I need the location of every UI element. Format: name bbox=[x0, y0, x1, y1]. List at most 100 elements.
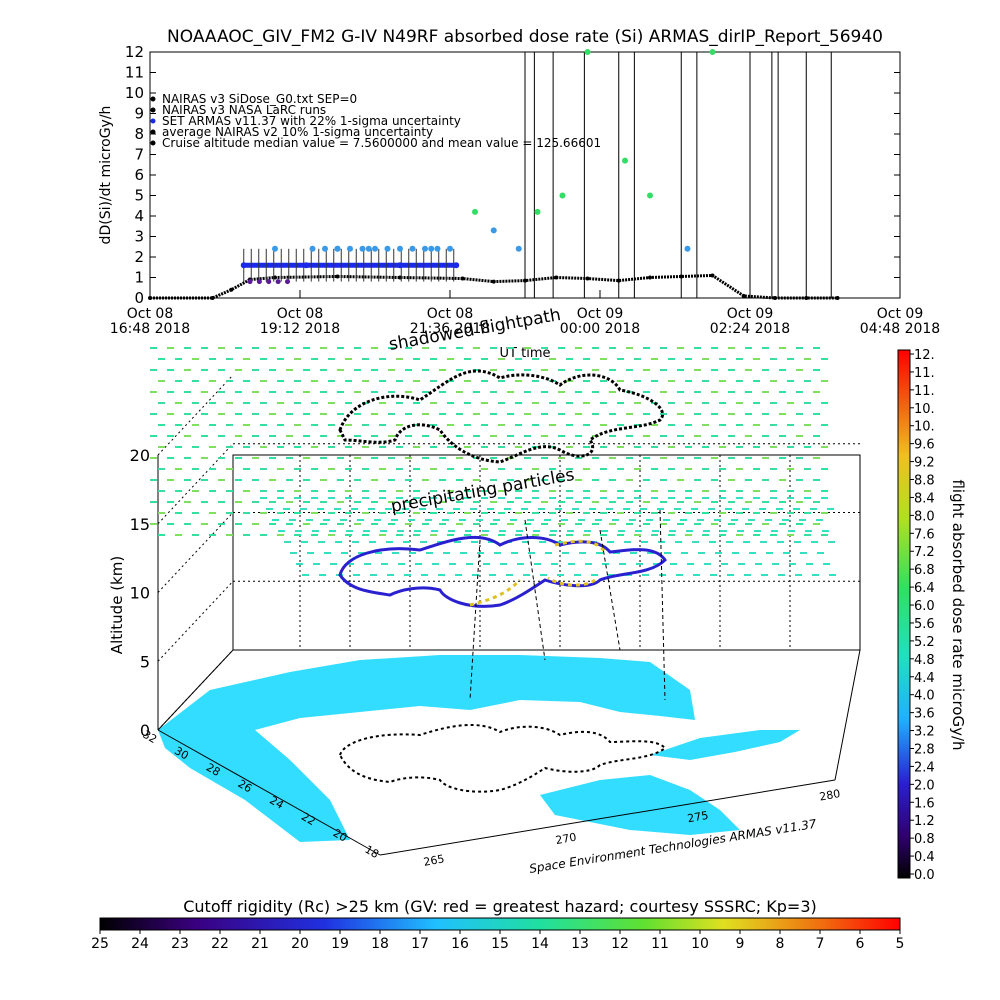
right-colorbar-tick-label: 9.6 bbox=[914, 438, 935, 453]
armas-upper-point bbox=[359, 245, 366, 252]
chart-title: NOAAAOC_GIV_FM2 G-IV N49RF absorbed dose… bbox=[167, 27, 883, 47]
right-colorbar-tick-label: 2.4 bbox=[914, 760, 935, 775]
top-x-tick-time: 19:12 2018 bbox=[260, 321, 340, 337]
floor-front-edge-right bbox=[379, 779, 836, 856]
armas-point bbox=[559, 192, 566, 199]
right-colorbar-gradient bbox=[897, 349, 911, 879]
flightpath-ground-track bbox=[338, 723, 667, 793]
nairas-point bbox=[460, 276, 465, 281]
armas-low-point bbox=[285, 279, 290, 285]
bottom-colorbar-label: Cutoff rigidity (Rc) >25 km (GV: red = g… bbox=[183, 897, 817, 916]
nairas-point bbox=[710, 273, 715, 278]
right-colorbar-tick-label: 4.8 bbox=[914, 653, 935, 668]
right-colorbar-tick-label: 12. bbox=[914, 348, 935, 363]
z-tick-label: 5 bbox=[140, 652, 150, 671]
right-colorbar-tick-label: 1.6 bbox=[914, 796, 935, 811]
lat-tick-label: 24 bbox=[267, 794, 286, 812]
top-y-tick-label: 12 bbox=[125, 43, 144, 61]
right-colorbar-tick-label: 0.0 bbox=[914, 868, 935, 883]
nairas-point bbox=[523, 278, 527, 283]
bottom-colorbar-tick-label: 18 bbox=[371, 936, 389, 952]
nairas-point bbox=[335, 274, 340, 279]
top-y-tick-label: 5 bbox=[134, 187, 144, 205]
z-tick-label: 20 bbox=[130, 446, 150, 465]
right-colorbar-tick-label: 0.8 bbox=[914, 832, 935, 847]
right-colorbar-tick-label: 2.0 bbox=[914, 778, 935, 793]
vertical-drop-lines bbox=[469, 509, 666, 701]
right-colorbar-tick-label: 4.0 bbox=[914, 689, 935, 704]
armas-point bbox=[709, 49, 716, 55]
right-colorbar-tick-label: 6.8 bbox=[914, 563, 935, 578]
nairas-point bbox=[491, 279, 496, 284]
z-axis-ticks: 0 5 10 15 20 bbox=[130, 374, 234, 740]
bottom-colorbar-tick-label: 19 bbox=[331, 936, 349, 952]
nairas-point bbox=[585, 276, 590, 281]
armas-series bbox=[240, 49, 716, 285]
right-colorbar: 12. 11. 11. 10. 10. 9.6 9.2 8.8 8.4 8.0 7.6 7.2 6.8 6… bbox=[897, 348, 967, 883]
bottom-colorbar-tick-label: 20 bbox=[291, 936, 309, 952]
legend-marker bbox=[150, 96, 156, 102]
top-y-tick-label: 3 bbox=[134, 228, 144, 246]
legend-marker bbox=[150, 107, 156, 113]
right-colorbar-tick-label: 9.2 bbox=[914, 456, 935, 471]
flightpath-altitude-hot-segment bbox=[469, 539, 607, 607]
floor-front-edge-left bbox=[157, 729, 381, 856]
nairas-point bbox=[804, 296, 809, 300]
armas-point bbox=[397, 262, 403, 269]
armas-point bbox=[240, 262, 247, 269]
right-colorbar-tick-label: 5.6 bbox=[914, 617, 935, 632]
z-grid-diagonal bbox=[157, 580, 234, 662]
top-x-tick-time: 21:36 2018 bbox=[410, 321, 490, 337]
right-colorbar-tick-label: 3.6 bbox=[914, 707, 935, 722]
top-x-tick-date: Oct 08 bbox=[277, 306, 323, 322]
top-x-tick-time: 04:48 2018 bbox=[860, 321, 940, 337]
z-axis-label: Altitude (km) bbox=[108, 556, 126, 654]
top-x-tick-date: Oct 09 bbox=[727, 306, 773, 322]
top-y-tick-label: 6 bbox=[134, 166, 144, 184]
nairas-point bbox=[148, 296, 152, 300]
armas-upper-point bbox=[347, 245, 353, 252]
floor-edge bbox=[157, 649, 861, 781]
z-grid-diagonal bbox=[157, 374, 234, 456]
armas-point bbox=[303, 262, 310, 269]
armas-point bbox=[428, 245, 435, 252]
nairas-point bbox=[741, 293, 746, 298]
top-y-tick-label: 2 bbox=[134, 248, 144, 266]
event-vertical-lines bbox=[524, 52, 832, 298]
bottom-colorbar-tick-label: 17 bbox=[411, 936, 429, 952]
land-north bbox=[158, 655, 695, 842]
land-cuba bbox=[650, 730, 800, 760]
bottom-colorbar-tick-label: 23 bbox=[171, 936, 189, 952]
top-x-axis-label: UT time bbox=[500, 346, 551, 361]
legend-marker bbox=[150, 129, 156, 135]
z-grid-diagonal bbox=[157, 512, 234, 593]
right-colorbar-tick-label: 11. bbox=[914, 384, 935, 399]
bottom-colorbar-tick-label: 15 bbox=[491, 936, 509, 952]
lat-tick-label: 30 bbox=[172, 744, 191, 762]
legend-marker bbox=[150, 118, 156, 124]
right-colorbar-tick-label: 8.0 bbox=[914, 509, 935, 524]
z-tick-label: 0 bbox=[140, 721, 150, 740]
nairas-series bbox=[148, 273, 840, 300]
right-colorbar-tick-label: 1.2 bbox=[914, 814, 935, 829]
lon-tick-label: 275 bbox=[686, 809, 709, 825]
bottom-colorbar-tick-label: 8 bbox=[776, 936, 785, 952]
bottom-colorbar-tick-label: 14 bbox=[531, 936, 549, 952]
armas-upper-point bbox=[447, 245, 453, 252]
armas-point bbox=[647, 192, 653, 199]
nairas-curve bbox=[150, 273, 838, 300]
bottom-colorbar-tick-label: 24 bbox=[131, 936, 149, 952]
flightpath-altitude-line bbox=[338, 535, 667, 608]
nairas-point bbox=[679, 274, 684, 279]
bottom-colorbar-tick-label: 16 bbox=[451, 936, 469, 952]
top-y-tick-label: 4 bbox=[134, 207, 144, 225]
legend-entry: NAIRAS v3 SiDose_G0.txt SEP=0 bbox=[162, 92, 357, 106]
bottom-colorbar-tick-label: 7 bbox=[816, 936, 825, 952]
right-colorbar-tick-label: 8.4 bbox=[914, 491, 935, 506]
armas-upper-point bbox=[434, 245, 441, 252]
nairas-point bbox=[210, 296, 215, 300]
armas-low-point bbox=[256, 279, 262, 285]
